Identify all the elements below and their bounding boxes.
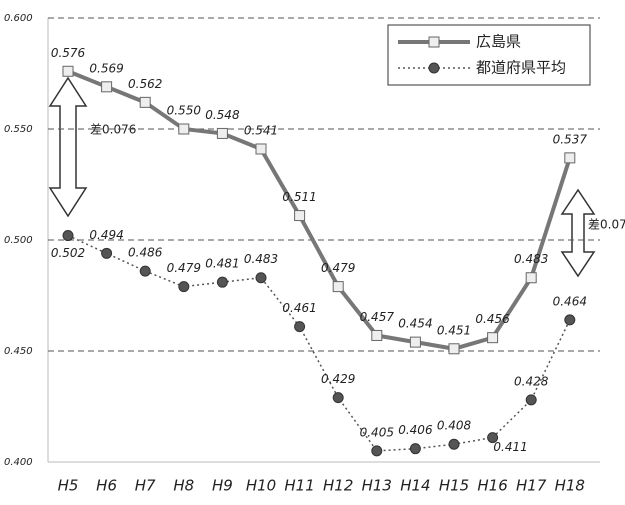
legend-swatch: [428, 36, 440, 48]
annotation: 差0.073: [588, 218, 625, 232]
data-label: 0.511: [282, 190, 316, 204]
marker: [255, 272, 267, 284]
data-label: 0.494: [89, 228, 123, 242]
x-tick-label: H7: [135, 477, 156, 495]
x-tick-label: H18: [555, 477, 585, 495]
data-label: 0.537: [553, 132, 588, 146]
data-label: 0.483: [244, 252, 278, 266]
y-tick-label: 0.400: [4, 457, 33, 468]
marker: [448, 438, 460, 450]
data-label: 0.408: [437, 419, 472, 433]
marker: [564, 314, 576, 326]
legend-swatch: [428, 62, 440, 74]
marker: [487, 432, 499, 444]
x-tick-label: H10: [246, 477, 276, 495]
data-label: 0.406: [398, 423, 433, 437]
data-label: 0.483: [514, 252, 548, 266]
x-tick-label: H15: [439, 477, 469, 495]
data-label: 0.405: [360, 425, 394, 439]
legend: [387, 24, 591, 86]
y-tick-label: 0.550: [4, 124, 33, 135]
marker: [139, 96, 151, 108]
series-line: [67, 234, 571, 452]
data-label: 0.461: [282, 301, 316, 315]
y-tick-label: 0.450: [4, 346, 33, 357]
data-label: 0.479: [321, 261, 355, 275]
marker: [294, 210, 306, 222]
marker: [178, 281, 190, 293]
x-tick-label: H5: [58, 477, 79, 495]
data-label: 0.454: [398, 317, 432, 331]
data-label: 0.548: [205, 108, 240, 122]
data-label: 0.464: [553, 294, 587, 308]
x-tick-label: H11: [284, 477, 314, 495]
legend-label: 広島県: [476, 33, 521, 51]
marker: [525, 394, 537, 406]
data-label: 0.428: [514, 374, 549, 388]
marker: [332, 392, 344, 404]
x-tick-label: H9: [212, 477, 233, 495]
marker: [178, 123, 190, 135]
marker: [62, 65, 74, 77]
x-tick-label: H16: [477, 477, 507, 495]
marker: [101, 81, 113, 93]
x-tick-label: H8: [173, 477, 194, 495]
marker: [294, 321, 306, 333]
marker: [371, 445, 383, 457]
data-label: 0.479: [167, 261, 201, 275]
legend-label: 都道府県平均: [476, 59, 566, 77]
marker: [525, 272, 537, 284]
data-label: 0.456: [475, 312, 510, 326]
data-label: 0.541: [244, 123, 278, 137]
y-tick-label: 0.600: [4, 13, 33, 24]
data-label: 0.457: [360, 310, 395, 324]
marker: [255, 143, 267, 155]
marker: [487, 332, 499, 344]
marker: [409, 336, 421, 348]
marker: [139, 265, 151, 277]
data-label: 0.481: [205, 257, 239, 271]
data-label: 0.562: [128, 77, 162, 91]
data-label: 0.486: [128, 246, 163, 260]
marker: [332, 281, 344, 293]
diff-arrow: [48, 76, 596, 278]
data-label: 0.550: [167, 104, 202, 118]
series-line: [67, 69, 572, 351]
marker: [216, 127, 228, 139]
data-label: 0.576: [51, 46, 86, 60]
marker: [101, 247, 113, 259]
data-label: 0.429: [321, 372, 355, 386]
data-label: 0.502: [51, 246, 85, 260]
data-label: 0.411: [493, 440, 527, 454]
data-label: 0.451: [437, 323, 471, 337]
marker: [371, 329, 383, 341]
data-label: 0.569: [89, 61, 123, 75]
marker: [564, 152, 576, 164]
marker: [448, 343, 460, 355]
marker: [62, 230, 74, 242]
x-tick-label: H17: [516, 477, 547, 495]
marker: [409, 443, 421, 455]
x-tick-label: H12: [323, 477, 353, 495]
marker: [216, 276, 228, 288]
x-tick-label: H14: [400, 477, 430, 495]
y-tick-label: 0.500: [4, 235, 33, 246]
x-tick-label: H6: [96, 477, 117, 495]
x-tick-label: H13: [362, 477, 392, 495]
